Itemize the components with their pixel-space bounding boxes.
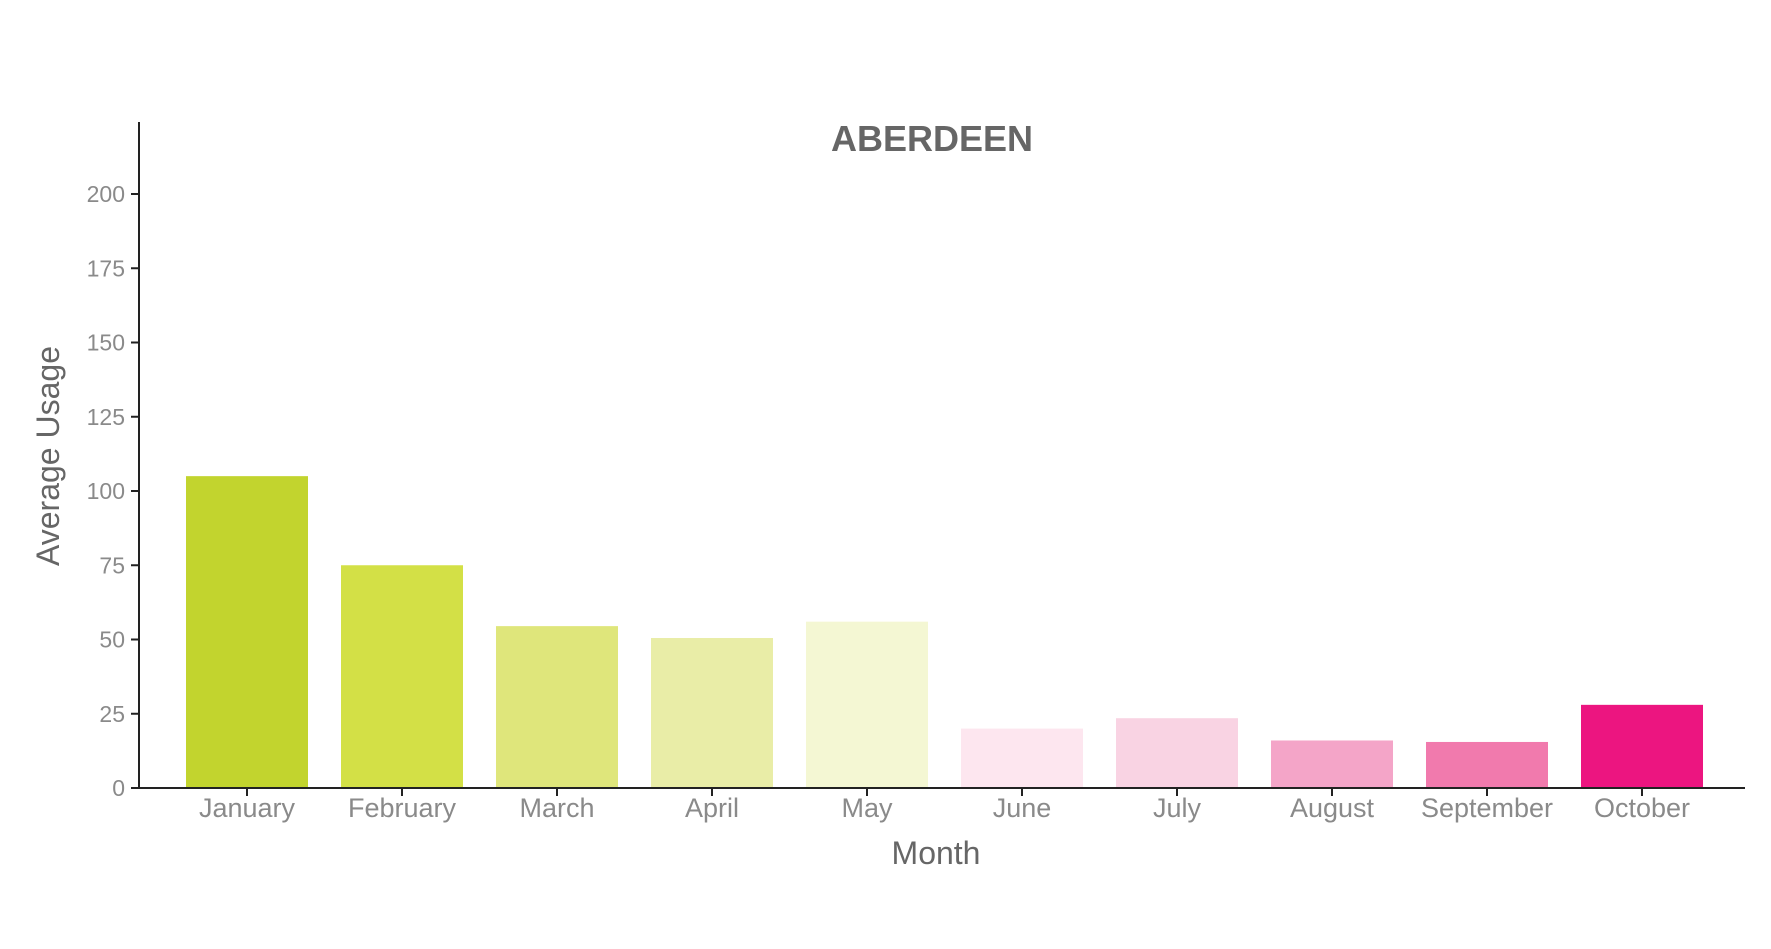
- bar-june: [961, 728, 1083, 788]
- y-axis-ticks: 0 25 50 75 100 125 150 175 200: [87, 181, 139, 801]
- x-axis-title: Month: [892, 835, 981, 871]
- chart-title: ABERDEEN: [831, 118, 1033, 159]
- y-tick-label: 200: [87, 181, 125, 207]
- x-tick-label-january: January: [199, 793, 296, 823]
- x-tick-label-february: February: [348, 793, 457, 823]
- bar-february: [341, 565, 463, 788]
- x-tick-label-march: March: [519, 793, 594, 823]
- x-tick-label-october: October: [1594, 793, 1690, 823]
- y-tick-label: 75: [99, 552, 125, 578]
- y-tick-label: 50: [99, 627, 125, 653]
- bar-january: [186, 476, 308, 788]
- y-tick-label: 25: [99, 701, 125, 727]
- x-tick-label-june: June: [993, 793, 1052, 823]
- bar-october: [1581, 704, 1703, 788]
- y-tick-label: 0: [112, 775, 125, 801]
- y-tick-label: 100: [87, 478, 125, 504]
- x-tick-label-august: August: [1290, 793, 1375, 823]
- y-tick-label: 125: [87, 404, 125, 430]
- bar-april: [651, 638, 773, 788]
- bar-july: [1116, 718, 1238, 788]
- bar-may: [806, 621, 928, 788]
- bar-march: [496, 626, 618, 788]
- x-tick-label-july: July: [1153, 793, 1202, 823]
- y-axis-title: Average Usage: [30, 346, 66, 566]
- y-tick-label: 175: [87, 255, 125, 281]
- x-tick-label-april: April: [685, 793, 739, 823]
- x-tick-label-september: September: [1421, 793, 1553, 823]
- bar-september: [1426, 741, 1548, 788]
- x-axis-ticks: January February March April May June July Augu…: [199, 788, 1690, 823]
- bar-august: [1271, 740, 1393, 788]
- bars: [186, 476, 1703, 788]
- x-tick-label-may: May: [841, 793, 893, 823]
- y-tick-label: 150: [87, 330, 125, 356]
